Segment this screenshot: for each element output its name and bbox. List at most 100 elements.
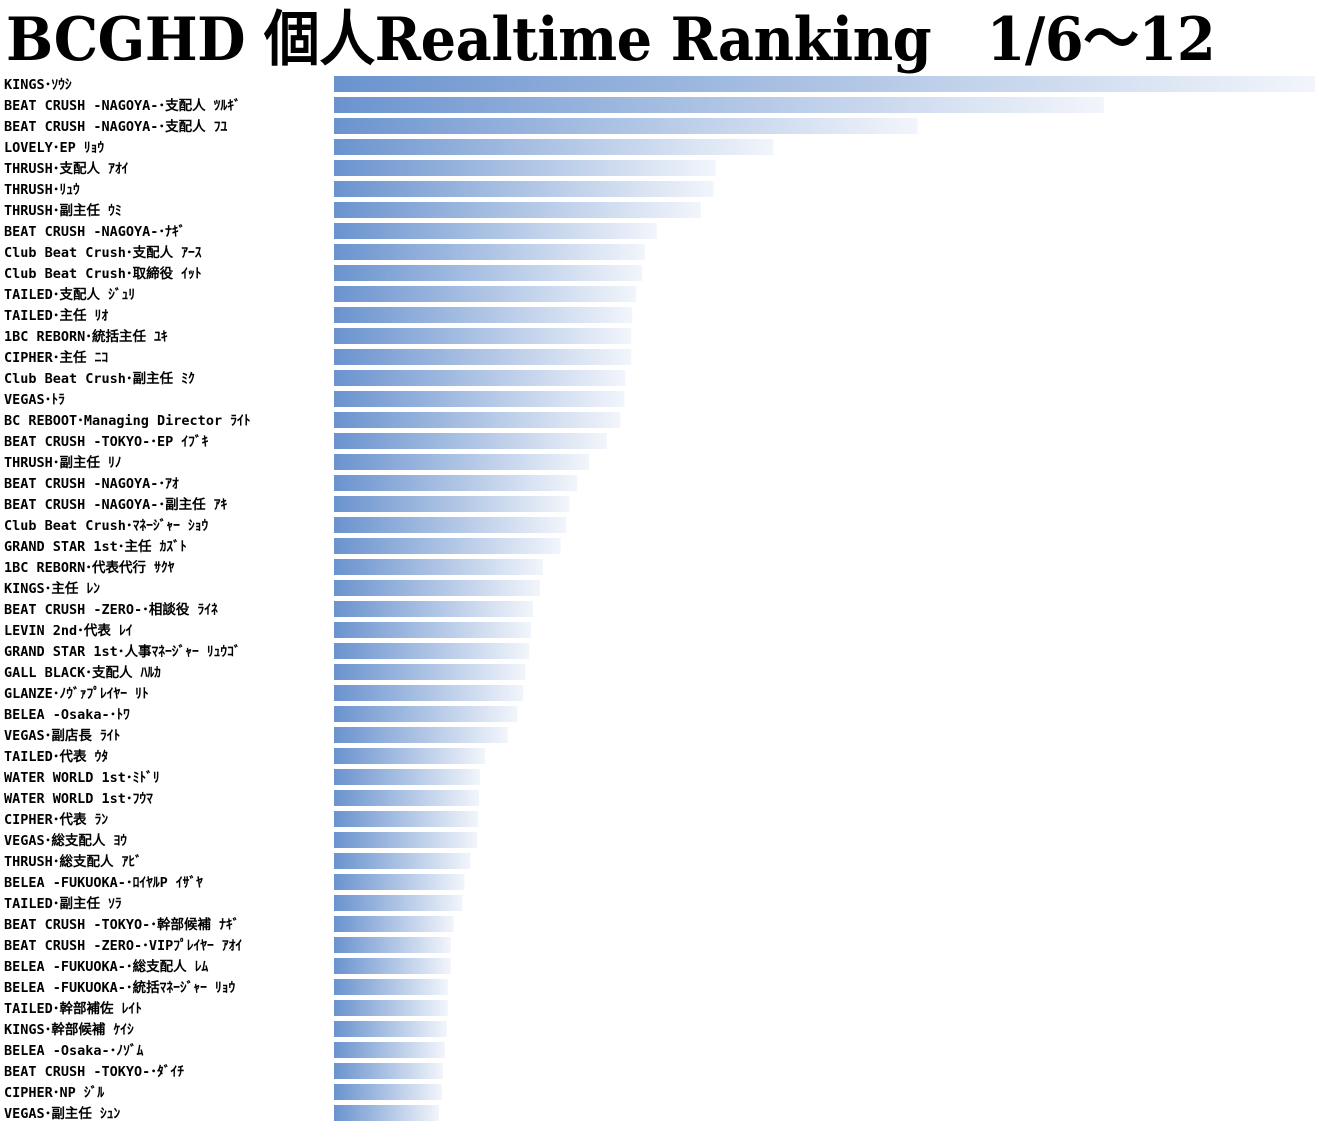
category-label-12: TAILED･主任 ﾘｵ: [4, 307, 108, 324]
bar-9: [334, 244, 645, 260]
bar-23: [334, 538, 561, 554]
category-label-26: BEAT CRUSH -ZERO-･相談役 ﾗｲﾈ: [4, 601, 218, 618]
category-label-8: BEAT CRUSH -NAGOYA-･ﾅｷﾞ: [4, 223, 185, 240]
category-label-23: GRAND STAR 1st･主任 ｶｽﾞﾄ: [4, 538, 187, 555]
category-label-30: GLANZE･ﾉｳﾞｧﾌﾟﾚｲﾔｰ ﾘﾄ: [4, 685, 149, 702]
bar-29: [334, 664, 526, 680]
category-label-3: BEAT CRUSH -NAGOYA-･支配人 ﾌﾕ: [4, 118, 228, 135]
category-label-16: VEGAS･ﾄﾗ: [4, 392, 65, 408]
bar-45: [334, 1000, 448, 1016]
bar-47: [334, 1042, 445, 1058]
bars-layer: [334, 76, 1315, 1121]
category-label-48: BEAT CRUSH -TOKYO-･ﾀﾞｲﾁ: [4, 1063, 184, 1080]
bar-48: [334, 1063, 443, 1079]
bar-8: [334, 223, 657, 239]
bar-6: [334, 181, 714, 197]
bar-27: [334, 622, 532, 638]
bar-39: [334, 874, 465, 890]
category-label-35: WATER WORLD 1st･ﾌｳﾏ: [4, 791, 153, 807]
bar-35: [334, 790, 480, 806]
category-label-10: Club Beat Crush･取締役 ｲｯﾄ: [4, 265, 202, 282]
category-label-11: TAILED･支配人 ｼﾞｭﾘ: [4, 286, 135, 303]
bar-2: [334, 97, 1105, 113]
category-label-39: BELEA -FUKUOKA-･ﾛｲﾔﾙP ｲｻﾞﾔ: [4, 874, 203, 891]
category-label-6: THRUSH･ﾘｭｳ: [4, 182, 80, 198]
category-label-40: TAILED･副主任 ｿﾗ: [4, 895, 122, 912]
category-label-27: LEVIN 2nd･代表 ﾚｲ: [4, 622, 133, 639]
bar-37: [334, 832, 478, 848]
bar-31: [334, 706, 518, 722]
bar-40: [334, 895, 463, 911]
category-label-31: BELEA -Osaka-･ﾄﾜ: [4, 707, 130, 723]
bar-12: [334, 307, 633, 323]
bar-16: [334, 391, 625, 407]
bar-15: [334, 370, 626, 386]
category-label-36: CIPHER･代表 ﾗﾝ: [4, 811, 108, 828]
category-label-46: KINGS･幹部候補 ｹｲｼ: [4, 1021, 134, 1038]
bar-24: [334, 559, 543, 575]
category-label-29: GALL BLACK･支配人 ﾊﾙｶ: [4, 664, 161, 681]
category-label-7: THRUSH･副主任 ｳﾐ: [4, 202, 122, 219]
category-label-14: CIPHER･主任 ﾆｺ: [4, 349, 108, 366]
bar-21: [334, 496, 570, 512]
category-label-34: WATER WORLD 1st･ﾐﾄﾞﾘ: [4, 769, 160, 786]
category-label-49: CIPHER･NP ｼﾞﾙ: [4, 1084, 104, 1101]
category-label-33: TAILED･代表 ｳﾀ: [4, 748, 108, 765]
bar-30: [334, 685, 524, 701]
category-label-47: BELEA -Osaka-･ﾉｿﾞﾑ: [4, 1042, 144, 1059]
category-label-50: VEGAS･副主任 ｼｭﾝ: [4, 1105, 121, 1122]
bar-20: [334, 475, 578, 491]
labels-layer: KINGS･ｿｳｼ BEAT CRUSH -NAGOYA-･支配人 ﾂﾙｷﾞ BEA…: [4, 77, 251, 1122]
category-label-5: THRUSH･支配人 ｱｵｲ: [4, 160, 129, 177]
bar-46: [334, 1021, 447, 1037]
bar-43: [334, 958, 451, 974]
category-label-24: 1BC REBORN･代表代行 ｻｸﾔ: [4, 559, 175, 576]
category-label-13: 1BC REBORN･統括主任 ﾕｷ: [4, 328, 168, 345]
category-label-42: BEAT CRUSH -ZERO-･VIPﾌﾟﾚｲﾔｰ ｱｵｲ: [4, 937, 242, 954]
category-label-21: BEAT CRUSH -NAGOYA-･副主任 ｱｷ: [4, 496, 228, 513]
category-label-20: BEAT CRUSH -NAGOYA-･ｱｵ: [4, 476, 179, 492]
category-label-32: VEGAS･副店長 ﾗｲﾄ: [4, 727, 121, 744]
bar-33: [334, 748, 486, 764]
category-label-44: BELEA -FUKUOKA-･統括ﾏﾈｰｼﾞｬｰ ﾘｮｳ: [4, 979, 236, 996]
bar-50: [334, 1105, 439, 1121]
category-label-15: Club Beat Crush･副主任 ﾐｸ: [4, 370, 195, 387]
category-label-4: LOVELY･EP ﾘｮｳ: [4, 140, 104, 156]
bar-42: [334, 937, 451, 953]
bar-28: [334, 643, 530, 659]
bar-14: [334, 349, 632, 365]
chart-title: BCGHD 個人Realtime Ranking 1/6～12: [6, 5, 1216, 75]
bar-36: [334, 811, 479, 827]
category-label-37: VEGAS･総支配人 ﾖｳ: [4, 832, 127, 849]
bar-41: [334, 916, 454, 932]
category-label-25: KINGS･主任 ﾚﾝ: [4, 580, 100, 597]
bar-7: [334, 202, 701, 218]
bar-3: [334, 118, 918, 134]
bar-34: [334, 769, 481, 785]
category-label-45: TAILED･幹部補佐 ﾚｲﾄ: [4, 1000, 142, 1017]
bar-44: [334, 979, 448, 995]
bar-22: [334, 517, 567, 533]
category-label-43: BELEA -FUKUOKA-･総支配人 ﾚﾑ: [4, 958, 209, 975]
bar-4: [334, 139, 774, 155]
bar-11: [334, 286, 637, 302]
bar-26: [334, 601, 534, 617]
category-label-17: BC REBOOT･Managing Director ﾗｲﾄ: [4, 413, 251, 429]
bar-49: [334, 1084, 442, 1100]
bar-1: [334, 76, 1315, 92]
category-label-19: THRUSH･副主任 ﾘﾉ: [4, 454, 122, 471]
bar-25: [334, 580, 541, 596]
category-label-2: BEAT CRUSH -NAGOYA-･支配人 ﾂﾙｷﾞ: [4, 97, 241, 114]
category-label-18: BEAT CRUSH -TOKYO-･EP ｲﾌﾞｷ: [4, 433, 209, 450]
bar-32: [334, 727, 508, 743]
bar-38: [334, 853, 471, 869]
bar-10: [334, 265, 643, 281]
bar-5: [334, 160, 716, 176]
bar-19: [334, 454, 590, 470]
category-label-28: GRAND STAR 1st･人事ﾏﾈｰｼﾞｬｰ ﾘｭｳｺﾞ: [4, 643, 241, 660]
bar-18: [334, 433, 607, 449]
category-label-41: BEAT CRUSH -TOKYO-･幹部候補 ﾅｷﾞ: [4, 916, 239, 933]
category-label-22: Club Beat Crush･ﾏﾈｰｼﾞｬｰ ｼｮｳ: [4, 517, 209, 534]
bar-17: [334, 412, 621, 428]
